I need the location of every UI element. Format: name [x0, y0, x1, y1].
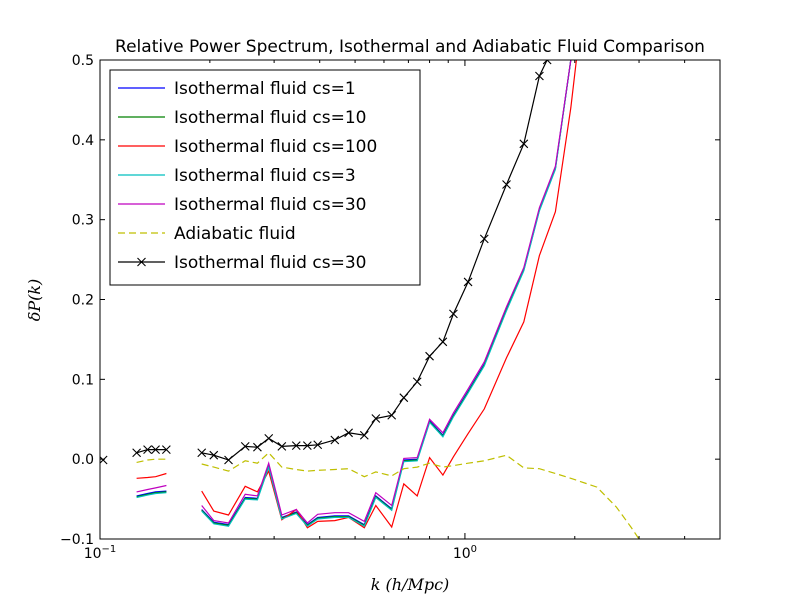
y-tick-label: −0.1 [60, 532, 94, 548]
y-tick-label: 0.4 [72, 133, 94, 149]
series-6-marker-3 [143, 445, 152, 454]
series-6-marker-25 [438, 337, 448, 347]
y-tick-label: 0.2 [72, 293, 94, 309]
series-6-marker-14 [291, 441, 301, 450]
legend-label-4: Isothermal fluid cs=30 [174, 195, 366, 215]
series-6-marker-12 [264, 434, 274, 443]
chart-title: Relative Power Spectrum, Isothermal and … [115, 37, 705, 57]
legend-label-1: Isothermal fluid cs=10 [174, 108, 366, 128]
series-6-marker-11 [253, 442, 262, 452]
series-6-marker-8 [209, 450, 219, 460]
series-layer [100, 60, 640, 539]
y-tick-label: 0.0 [72, 452, 94, 468]
series-6-marker-13 [277, 442, 287, 451]
series-6-marker-31 [535, 71, 544, 81]
series-6-marker-2 [132, 448, 142, 458]
series-line-3 [136, 60, 572, 528]
series-6-marker-21 [387, 410, 397, 420]
legend-marker-6 [137, 257, 146, 267]
legend-label-6: Isothermal fluid cs=30 [174, 253, 366, 273]
x-tick-label: 10−1 [84, 544, 117, 562]
legend-label-5: Adiabatic fluid [174, 224, 296, 244]
series-6-marker-22 [399, 393, 409, 403]
series-6-marker-9 [224, 455, 233, 465]
legend-box [109, 69, 421, 286]
series-6-marker-24 [425, 351, 434, 361]
series-6-marker-15 [302, 441, 312, 450]
tick-layer: −0.1 0.0 0.1 0.2 0.3 0.4 0.5 10−1 100 [60, 53, 720, 562]
series-6-marker-18 [344, 428, 353, 438]
legend-label-2: Isothermal fluid cs=100 [174, 137, 377, 157]
series-6-marker-10 [240, 442, 250, 451]
series-6-marker-23 [412, 377, 422, 387]
legend: Isothermal fluid cs=1 Isothermal fluid cs… [109, 69, 421, 286]
y-tick-label: 0.3 [72, 213, 94, 229]
x-axis-label: k (h/Mpc) [371, 575, 450, 594]
series-6-marker-32 [542, 60, 552, 65]
series-6-marker-27 [463, 277, 473, 287]
legend-label-3: Isothermal fluid cs=3 [174, 166, 356, 186]
legend-label-0: Isothermal fluid cs=1 [174, 79, 356, 99]
series-6-marker-28 [479, 234, 489, 244]
series-6-marker-26 [449, 309, 458, 319]
y-axis-label: δP(k) [25, 279, 44, 322]
series-line-5 [136, 451, 640, 539]
series-6-marker-30 [519, 139, 529, 149]
y-tick-label: 0.1 [72, 372, 94, 388]
y-tick-label: 0.5 [72, 53, 94, 69]
series-6-marker-19 [359, 430, 369, 440]
series-6-marker-29 [502, 180, 511, 189]
series-6-marker-16 [313, 440, 323, 450]
series-6-marker-4 [151, 445, 160, 454]
x-tick-label: 100 [453, 544, 477, 562]
series-6-marker-7 [197, 448, 207, 458]
series-6-marker-20 [371, 414, 381, 423]
series-line-2 [136, 60, 577, 529]
series-6-marker-5 [161, 445, 171, 454]
series-line-4 [136, 60, 572, 524]
series-6-marker-17 [330, 435, 340, 445]
